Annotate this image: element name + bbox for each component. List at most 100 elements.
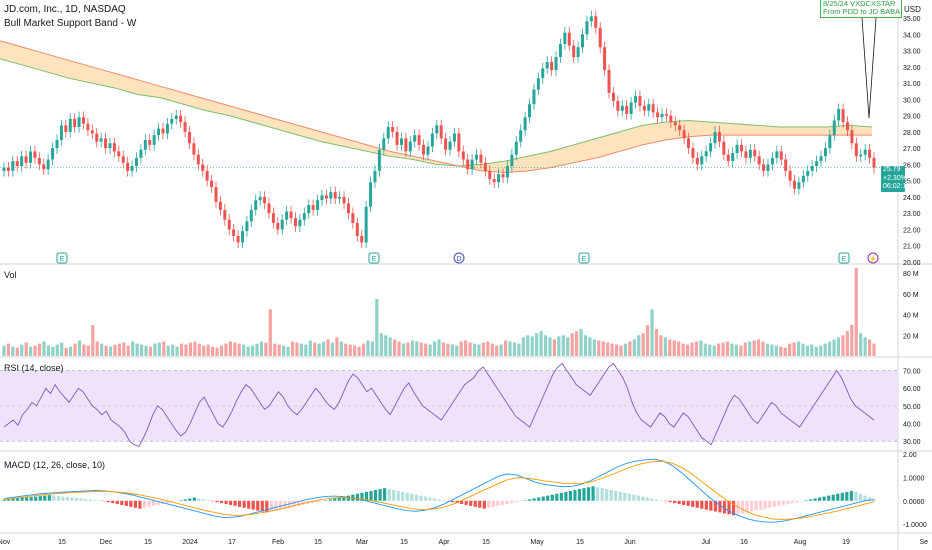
- time-tick-label: 15: [482, 539, 490, 546]
- volume-bar: [104, 345, 108, 356]
- volume-bar: [424, 343, 428, 356]
- macd-histogram-bar: [15, 497, 20, 501]
- volume-bar: [832, 339, 836, 356]
- macd-histogram-bar: [482, 500, 486, 509]
- volume-bar: [95, 341, 99, 356]
- rsi-tick-label: 50.00: [903, 404, 921, 411]
- candle-body: [346, 203, 350, 214]
- macd-histogram-bar: [577, 489, 582, 501]
- volume-bar: [699, 340, 703, 356]
- volume-bar: [184, 344, 188, 356]
- volume-bar: [801, 343, 805, 356]
- candle-body: [519, 130, 523, 142]
- candle-body: [174, 115, 178, 119]
- macd-histogram-bar: [61, 496, 65, 501]
- price-tick-label: 20.00: [903, 260, 921, 267]
- annotation-note[interactable]: 8/25/24 VXDCXSTAR From PDD to JD BABA VI…: [820, 0, 902, 18]
- candle-body: [95, 133, 99, 142]
- macd-histogram-bar: [296, 500, 301, 506]
- candle-body: [532, 89, 536, 105]
- candle-body: [695, 157, 699, 165]
- volume-bar: [162, 341, 166, 356]
- volume-bar: [51, 346, 55, 356]
- candle-body: [148, 140, 152, 145]
- candle-body: [196, 154, 200, 165]
- volume-bar: [188, 342, 193, 356]
- candle-body: [514, 141, 518, 155]
- candle-body: [554, 57, 558, 71]
- candle-body: [245, 221, 249, 232]
- candle-body: [815, 161, 819, 167]
- macd-histogram-bar: [650, 498, 654, 501]
- volume-bar: [845, 331, 849, 356]
- volume-bar: [330, 342, 335, 356]
- macd-histogram-bar: [822, 496, 826, 501]
- candle-body: [316, 200, 320, 210]
- macd-histogram-bar: [867, 497, 872, 501]
- volume-bar: [575, 331, 579, 356]
- volume-bar: [46, 345, 50, 356]
- macd-histogram-bar: [419, 495, 423, 501]
- volume-bar: [295, 342, 299, 356]
- event-earnings-icon: [578, 252, 590, 264]
- macd-histogram-bar: [863, 495, 867, 501]
- candle-body: [629, 102, 633, 114]
- event-letter: D: [456, 256, 461, 263]
- candle-body: [6, 167, 10, 171]
- volume-bar: [459, 341, 463, 356]
- macd-histogram-bar: [88, 499, 92, 501]
- macd-histogram-bar: [768, 500, 772, 508]
- candle-body: [461, 151, 465, 160]
- candle-body: [33, 151, 37, 158]
- indicator-label[interactable]: Bull Market Support Band - W: [4, 18, 137, 29]
- candle-body: [223, 209, 227, 220]
- macd-histogram-bar: [138, 500, 142, 509]
- time-tick-label: Jun: [624, 539, 635, 546]
- macd-histogram-bar: [790, 500, 795, 504]
- candle-body: [20, 156, 24, 167]
- candle-body: [457, 133, 461, 152]
- macd-histogram-bar: [845, 491, 849, 501]
- macd-histogram-bar: [65, 497, 70, 501]
- macd-histogram-bar: [97, 500, 101, 501]
- time-tick-label: 15: [144, 539, 152, 546]
- macd-histogram-bar: [591, 486, 595, 501]
- macd-histogram-bar: [541, 496, 545, 501]
- volume-tick-label: 80 M: [903, 271, 919, 278]
- candle-body: [475, 154, 479, 160]
- macd-histogram-bar: [342, 496, 346, 501]
- macd-histogram-bar: [460, 500, 464, 505]
- currency-label[interactable]: USD: [904, 5, 921, 14]
- volume-bar: [286, 346, 290, 356]
- volume-pane-label[interactable]: Vol: [4, 270, 17, 280]
- time-tick-label: Dec: [100, 539, 113, 546]
- candle-body: [669, 115, 673, 123]
- volume-bar: [108, 346, 113, 356]
- candle-body: [408, 141, 412, 152]
- candle-body: [854, 143, 858, 157]
- macd-histogram-bar: [315, 500, 319, 503]
- candle-body: [806, 170, 810, 176]
- volume-bar: [588, 337, 592, 356]
- volume-bar: [734, 344, 738, 356]
- candle-body: [611, 92, 615, 101]
- macd-histogram-bar: [233, 500, 237, 506]
- macd-pane-label[interactable]: MACD (12, 26, close, 10): [4, 460, 106, 470]
- candle-body: [187, 131, 191, 144]
- rsi-pane-label[interactable]: RSI (14, close): [4, 363, 64, 373]
- volume-bar: [273, 343, 277, 356]
- macd-histogram-bar: [808, 499, 813, 501]
- candle-body: [276, 222, 280, 230]
- event-letter: E: [582, 256, 587, 263]
- macd-histogram-bar: [614, 490, 618, 501]
- candle-body: [673, 122, 677, 126]
- time-tick-label: 16: [740, 539, 748, 546]
- time-tick-label: May: [530, 539, 544, 546]
- volume-bar: [552, 339, 557, 356]
- macd-histogram-bar: [781, 500, 785, 505]
- volume-bar: [313, 342, 317, 356]
- volume-bar: [140, 344, 144, 356]
- macd-histogram-bar: [550, 494, 554, 501]
- candle-body: [810, 166, 814, 171]
